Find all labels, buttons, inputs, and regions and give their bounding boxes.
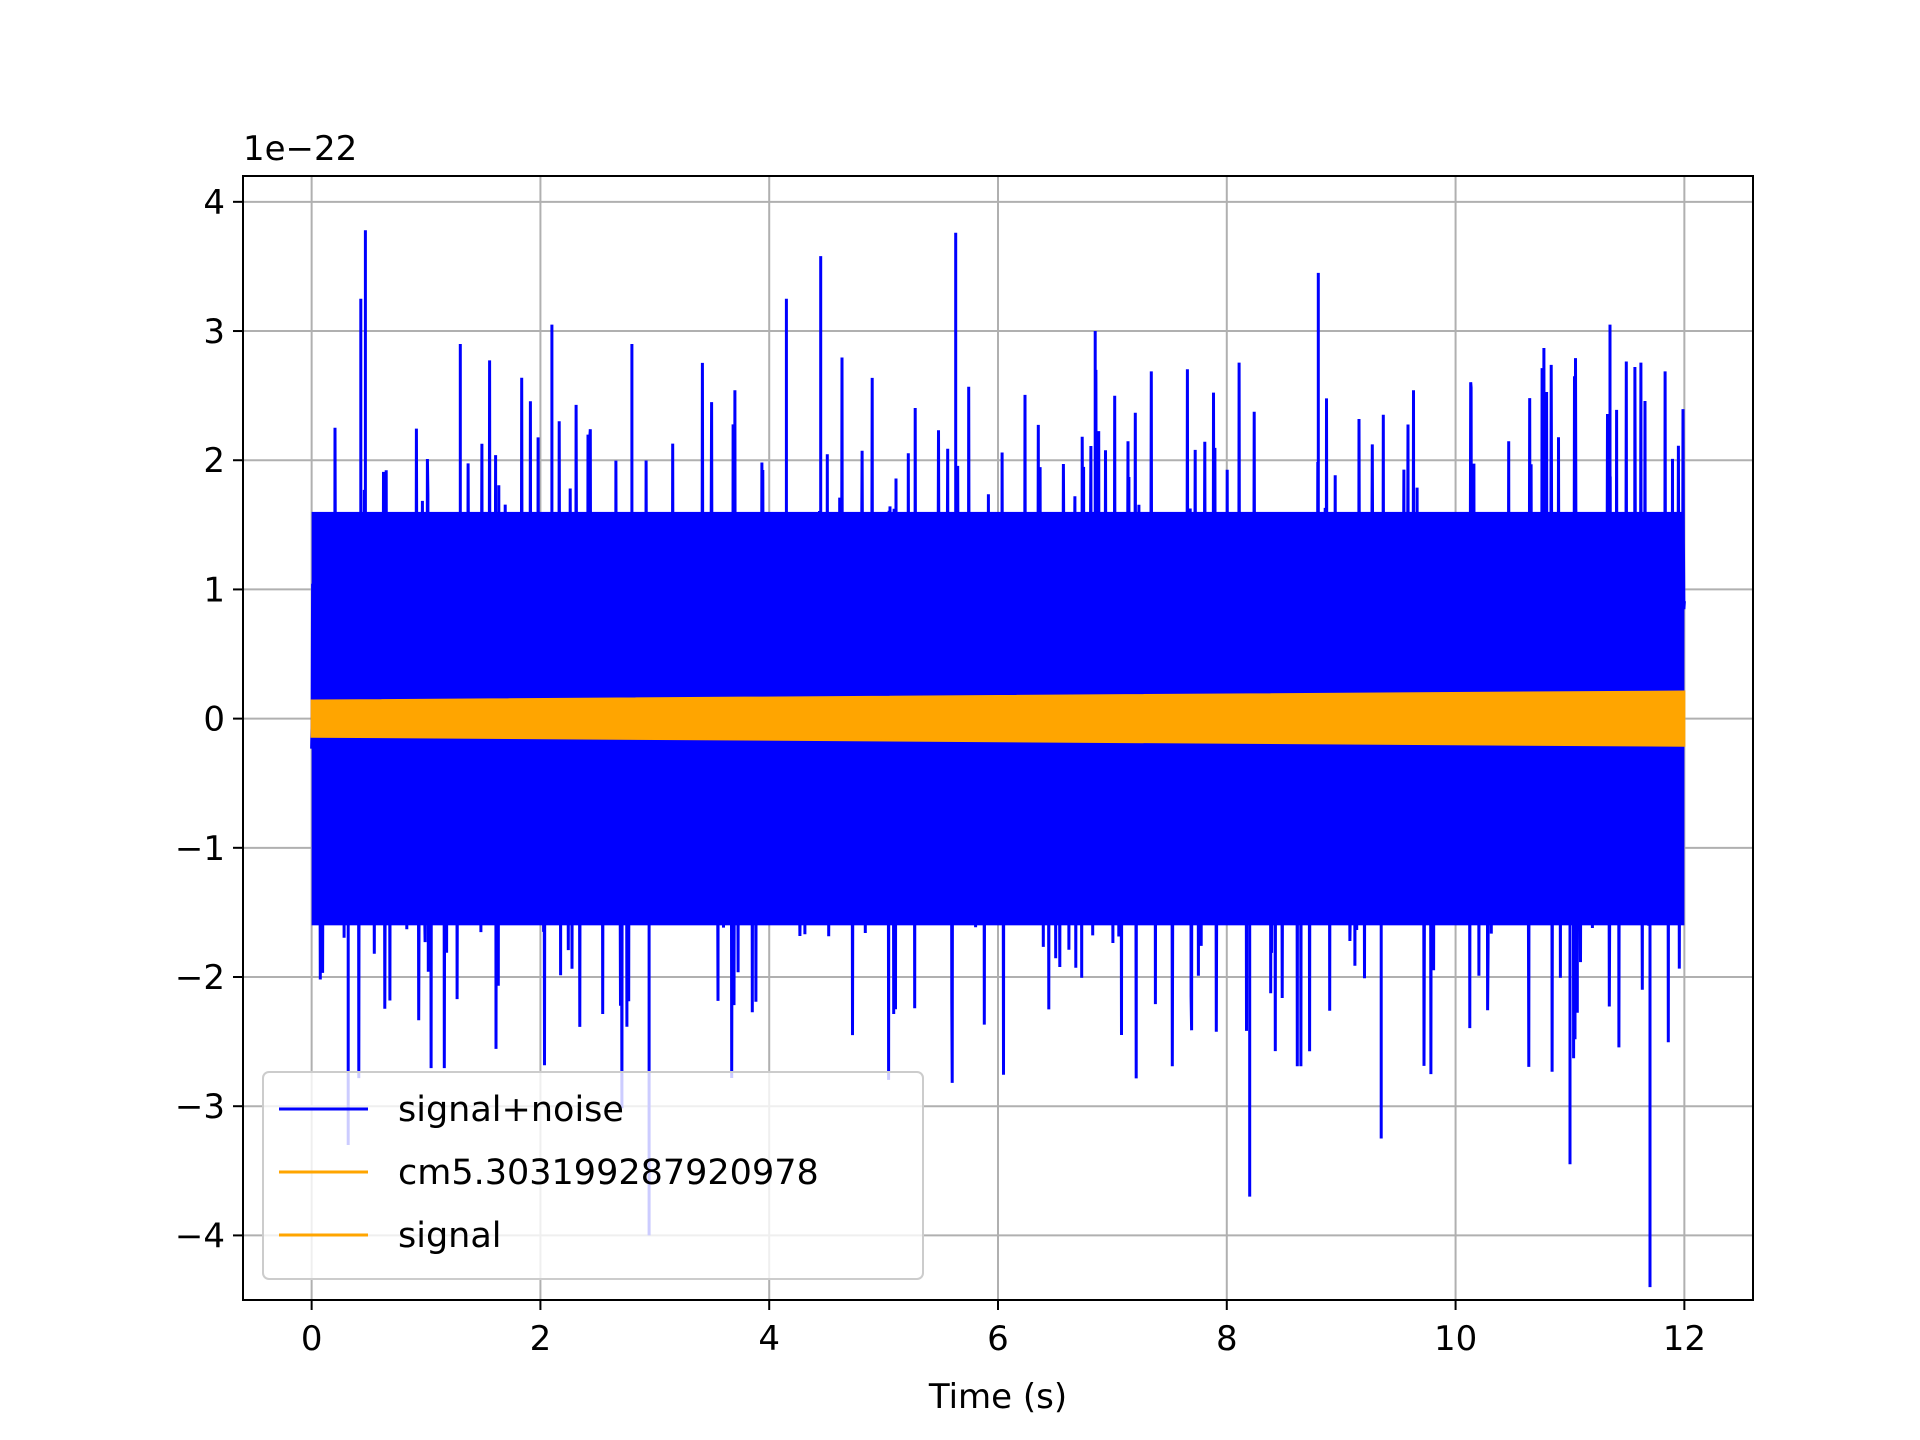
x-tick-label: 6 (987, 1319, 1009, 1359)
y-tick-label: −4 (175, 1216, 225, 1256)
signal-noise-line (310, 230, 1686, 1288)
legend: signal+noise cm5.303199287920978 signal (262, 1071, 924, 1280)
x-axis-label: Time (s) (928, 1377, 1067, 1417)
series-layer (310, 230, 1686, 1288)
y-tick-label: 3 (203, 312, 225, 352)
y-tick-label: 2 (203, 441, 225, 481)
y-tick-label: 0 (203, 700, 225, 740)
signal-line (310, 690, 1686, 747)
cm-series-line (312, 691, 1685, 745)
legend-label: cm5.303199287920978 (398, 1153, 819, 1193)
x-tick-label: 2 (530, 1319, 552, 1359)
y-tick-label: −3 (175, 1087, 225, 1127)
x-tick-label: 12 (1663, 1319, 1706, 1359)
y-offset-text: 1e−22 (243, 129, 357, 169)
legend-label: signal+noise (398, 1090, 624, 1130)
x-tick-label: 0 (301, 1319, 323, 1359)
y-tick-label: 1 (203, 570, 225, 610)
x-tick-label: 4 (758, 1319, 780, 1359)
x-tick-label: 8 (1216, 1319, 1238, 1359)
x-tick-label: 10 (1434, 1319, 1477, 1359)
y-tick-label: −2 (175, 958, 225, 998)
legend-box (262, 1071, 924, 1280)
legend-label: signal (398, 1216, 502, 1256)
y-tick-label: 4 (203, 183, 225, 223)
y-tick-label: −1 (175, 829, 225, 869)
